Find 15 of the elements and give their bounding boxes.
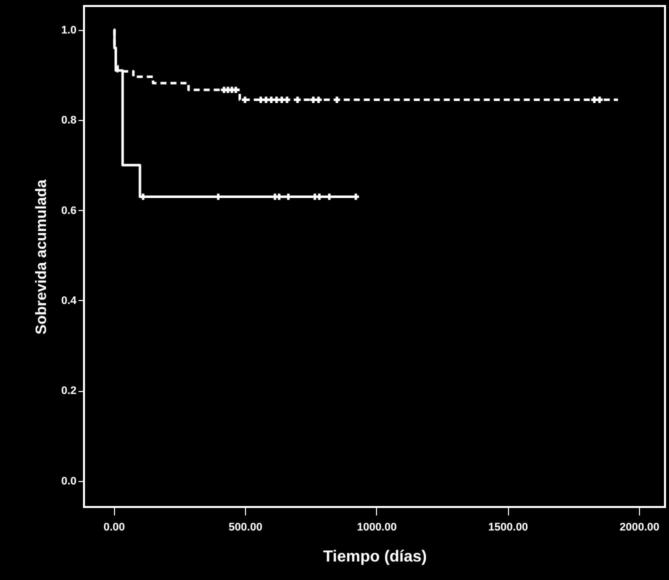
x-tick-label: 1500.00 [488,522,528,534]
x-tick-label: 2000.00 [620,522,660,534]
y-tick-label: 0.2 [61,385,76,398]
point [334,96,340,103]
x-axis-title: Tiempo (días) [323,548,427,566]
x-tick-label: 1000.00 [356,522,397,534]
y-tick-label: 0.8 [61,114,76,127]
y-axis-title: Sobrevida acumulada [33,178,50,335]
x-tick-label: 0.00 [103,522,125,534]
y-tick-label: 0.6 [61,204,76,217]
y-tick-label: 0.0 [61,475,76,488]
y-tick-label: 1.0 [61,24,76,36]
x-tick-label: 500.00 [228,522,262,534]
point [232,86,239,94]
y-tick-label: 0.4 [61,294,78,307]
